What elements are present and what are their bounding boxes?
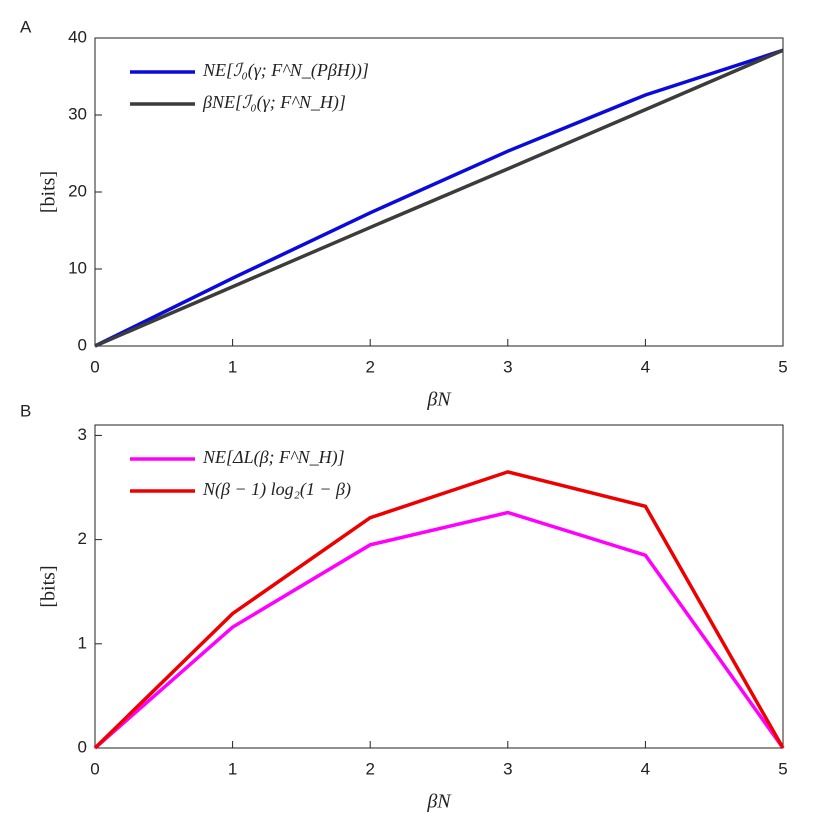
x-tick-label: 5 bbox=[778, 357, 787, 376]
line-series bbox=[93, 510, 785, 750]
panel-label: B bbox=[20, 401, 31, 420]
y-tick-label: 30 bbox=[68, 104, 87, 123]
y-axis-label: [bits] bbox=[38, 565, 60, 607]
x-tick-label: 4 bbox=[641, 357, 650, 376]
x-tick-label: 5 bbox=[778, 759, 787, 778]
x-tick-label: 4 bbox=[641, 759, 650, 778]
plot-area bbox=[94, 424, 784, 749]
x-tick-label: 2 bbox=[365, 759, 374, 778]
legend-label: NE[ΔL(β; F^N_H)] bbox=[202, 447, 345, 468]
line-series bbox=[93, 470, 785, 750]
x-axis-label: βN bbox=[426, 389, 452, 411]
x-tick-label: 1 bbox=[228, 357, 237, 376]
y-tick-label: 20 bbox=[68, 181, 87, 200]
y-tick-label: 40 bbox=[68, 27, 87, 46]
line-series bbox=[94, 48, 784, 348]
legend-label: βNE[ℐ₀(γ; F^N_H)] bbox=[202, 92, 346, 113]
x-tick-label: 0 bbox=[90, 357, 99, 376]
legend-label: NE[ℐ₀(γ; F^N_(PβH))] bbox=[202, 60, 369, 81]
legend-label: N(β − 1) log₂(1 − β) bbox=[202, 479, 351, 500]
x-axis-label: βN bbox=[426, 791, 452, 813]
x-tick-label: 3 bbox=[503, 759, 512, 778]
y-axis-label: [bits] bbox=[38, 171, 60, 213]
line-series bbox=[94, 48, 784, 348]
y-tick-label: 2 bbox=[78, 529, 87, 548]
x-tick-label: 0 bbox=[90, 759, 99, 778]
y-tick-label: 10 bbox=[68, 258, 87, 277]
y-tick-label: 0 bbox=[78, 335, 87, 354]
panel-label: A bbox=[20, 17, 32, 36]
y-tick-label: 0 bbox=[78, 737, 87, 756]
y-tick-label: 1 bbox=[78, 633, 87, 652]
x-tick-label: 2 bbox=[365, 357, 374, 376]
x-tick-label: 1 bbox=[228, 759, 237, 778]
x-tick-label: 3 bbox=[503, 357, 512, 376]
y-tick-label: 3 bbox=[78, 425, 87, 444]
